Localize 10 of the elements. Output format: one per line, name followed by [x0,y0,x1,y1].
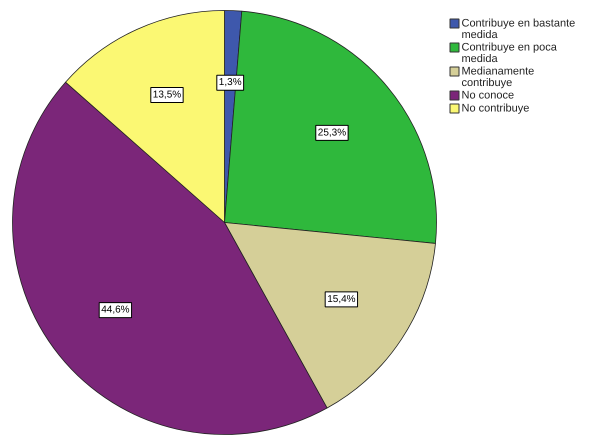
legend-label: Medianamente contribuye [462,66,534,89]
data-label: 13,5% [152,89,182,100]
data-label: 1,3% [218,77,242,88]
data-label: 44,6% [101,304,130,316]
legend-label: No contribuye [462,102,530,114]
legend-label: Contribuye en poca medida [462,42,558,65]
legend-label: No conoce [462,90,514,102]
data-label: 25,3% [318,127,346,138]
data-label: 15,4% [327,294,356,305]
legend-label: Contribuye en bastante medida [462,18,576,41]
